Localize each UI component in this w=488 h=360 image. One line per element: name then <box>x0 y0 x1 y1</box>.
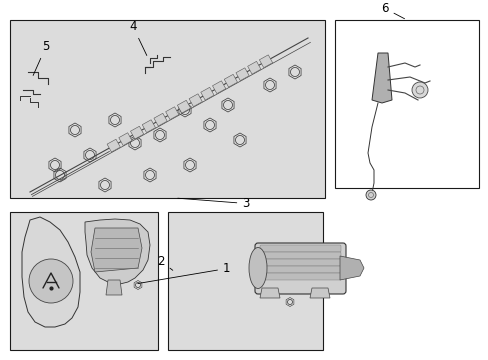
Ellipse shape <box>248 248 266 288</box>
Polygon shape <box>339 256 363 280</box>
Polygon shape <box>106 280 122 295</box>
Circle shape <box>365 190 375 200</box>
Polygon shape <box>142 120 155 132</box>
Circle shape <box>411 82 427 98</box>
Polygon shape <box>107 139 120 152</box>
FancyBboxPatch shape <box>260 266 340 273</box>
Polygon shape <box>224 74 237 87</box>
Bar <box>10 212 158 350</box>
Bar <box>10 20 325 198</box>
Polygon shape <box>201 87 214 100</box>
FancyBboxPatch shape <box>260 245 340 252</box>
Polygon shape <box>22 217 80 327</box>
FancyBboxPatch shape <box>254 243 346 294</box>
Polygon shape <box>212 81 225 94</box>
Polygon shape <box>130 126 143 139</box>
Polygon shape <box>247 61 261 74</box>
Polygon shape <box>309 288 329 298</box>
Circle shape <box>29 259 73 303</box>
Text: 1: 1 <box>138 262 230 284</box>
Bar <box>334 20 478 188</box>
Polygon shape <box>119 133 132 145</box>
Text: 5: 5 <box>33 40 50 76</box>
Polygon shape <box>154 113 167 126</box>
Polygon shape <box>91 228 142 272</box>
Polygon shape <box>189 94 202 107</box>
Polygon shape <box>85 219 150 284</box>
Text: 2: 2 <box>157 255 172 270</box>
Polygon shape <box>260 288 280 298</box>
Text: 6: 6 <box>381 2 404 19</box>
FancyBboxPatch shape <box>260 259 340 266</box>
Polygon shape <box>259 55 272 68</box>
Polygon shape <box>371 53 391 103</box>
Text: 3: 3 <box>178 197 249 210</box>
Bar <box>168 212 323 350</box>
FancyBboxPatch shape <box>260 252 340 259</box>
Text: 4: 4 <box>129 20 146 55</box>
Polygon shape <box>235 68 249 81</box>
FancyBboxPatch shape <box>260 273 340 280</box>
Polygon shape <box>177 100 190 113</box>
Polygon shape <box>165 107 179 120</box>
